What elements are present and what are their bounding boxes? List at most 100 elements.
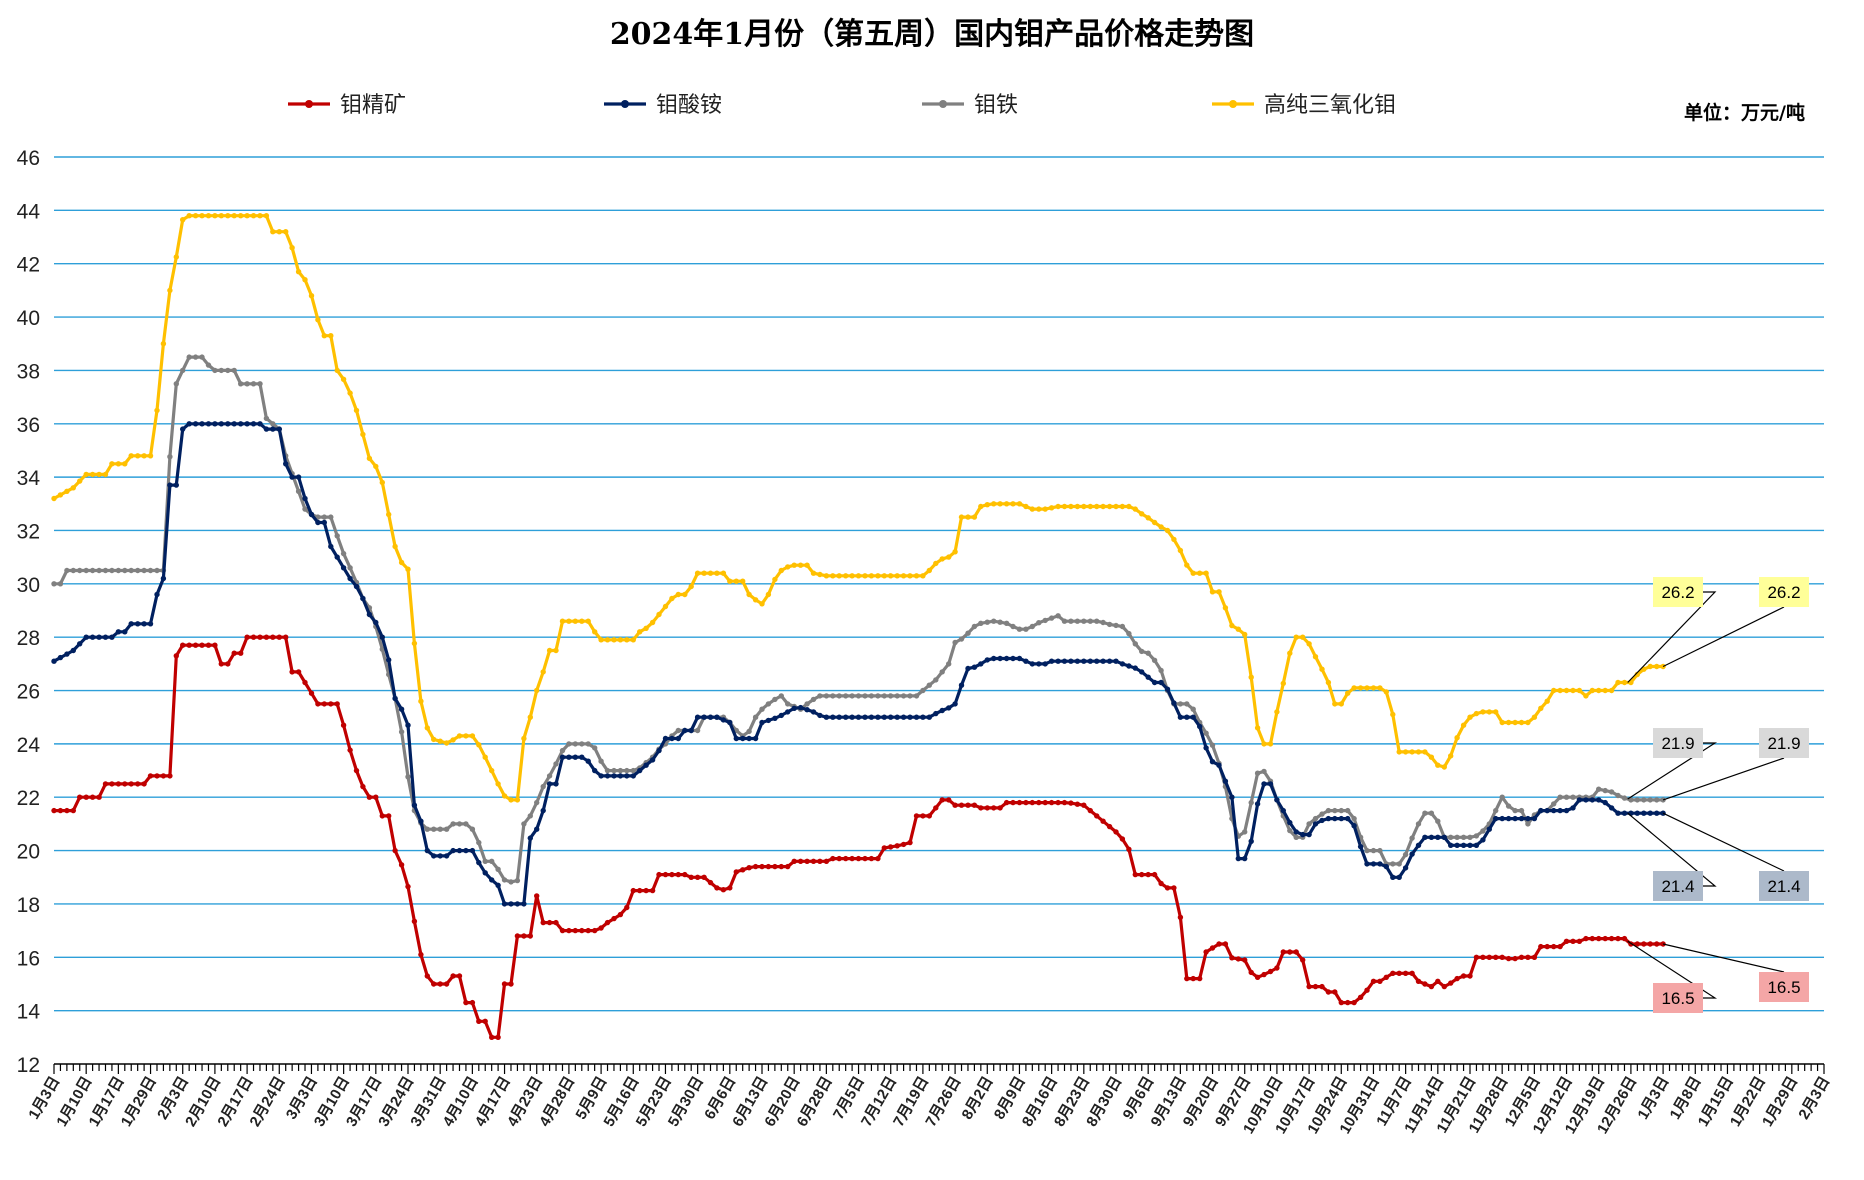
data-point <box>1654 941 1660 947</box>
data-point <box>875 573 881 579</box>
data-point <box>469 826 476 832</box>
data-point <box>122 781 128 787</box>
data-point <box>1647 810 1653 816</box>
data-point <box>1094 618 1100 624</box>
data-point <box>546 919 553 926</box>
data-point <box>398 559 405 566</box>
data-point <box>1158 679 1164 686</box>
data-point <box>830 855 836 862</box>
data-point <box>160 341 167 347</box>
data-point <box>456 973 463 979</box>
callout-label: 21.4 <box>1662 812 1809 901</box>
data-point <box>926 567 932 574</box>
data-point <box>1242 631 1248 638</box>
data-point <box>463 999 469 1006</box>
data-point <box>514 933 521 939</box>
data-point <box>482 1018 488 1024</box>
data-point <box>881 573 887 579</box>
callout-text: 21.4 <box>1767 877 1800 896</box>
data-point <box>302 679 308 686</box>
data-point <box>167 482 173 488</box>
data-point <box>1100 503 1106 510</box>
data-point <box>971 623 978 630</box>
data-point <box>225 421 231 427</box>
data-point <box>733 735 739 742</box>
data-point <box>1087 503 1094 510</box>
data-point <box>611 915 617 922</box>
data-point <box>1222 605 1229 611</box>
data-point <box>1518 954 1525 960</box>
data-point <box>1171 885 1177 891</box>
data-point <box>1345 807 1351 814</box>
data-point <box>1409 851 1415 857</box>
data-point <box>1248 799 1254 806</box>
data-point <box>752 714 759 720</box>
data-point <box>707 714 714 720</box>
data-point <box>315 701 321 707</box>
data-point <box>186 213 192 219</box>
data-point <box>997 501 1003 507</box>
data-point <box>624 637 630 643</box>
legend-marker <box>939 100 947 108</box>
data-point <box>270 426 276 432</box>
data-point <box>1209 589 1216 595</box>
data-point <box>1621 795 1628 801</box>
data-point <box>1377 847 1383 854</box>
data-point <box>1345 690 1351 696</box>
data-point <box>1596 786 1602 792</box>
data-point <box>102 567 109 574</box>
data-point <box>875 693 881 699</box>
data-point <box>868 714 875 720</box>
data-point <box>489 1034 495 1041</box>
data-point <box>746 728 752 735</box>
data-point <box>765 591 772 598</box>
data-point <box>1074 618 1081 624</box>
data-point <box>276 426 282 432</box>
data-point <box>173 254 179 260</box>
data-point <box>392 543 398 550</box>
data-point <box>521 821 527 827</box>
data-point <box>630 767 636 774</box>
data-point <box>1570 938 1576 944</box>
callout-box <box>1653 577 1703 607</box>
data-point <box>308 293 315 299</box>
y-tick-label: 32 <box>17 520 40 543</box>
data-point <box>347 565 353 571</box>
data-point <box>1132 506 1139 512</box>
data-point <box>1197 570 1203 576</box>
data-point <box>1563 938 1570 944</box>
data-point <box>115 781 122 787</box>
data-point <box>772 696 778 703</box>
data-point <box>1016 626 1023 632</box>
data-point <box>141 567 147 574</box>
data-point <box>340 550 347 557</box>
data-point <box>585 758 591 764</box>
data-point <box>154 567 160 574</box>
data-point <box>212 421 218 427</box>
callout-text: 16.5 <box>1661 989 1694 1008</box>
data-point <box>881 714 887 720</box>
data-point <box>1081 802 1087 808</box>
data-point <box>315 317 321 323</box>
data-point <box>1319 811 1325 817</box>
data-point <box>1538 705 1544 711</box>
data-point <box>373 794 379 800</box>
data-point <box>1345 999 1351 1006</box>
data-point <box>250 381 257 387</box>
data-point <box>939 556 945 562</box>
legend-item: 钼铁 <box>922 93 1018 118</box>
data-point <box>1454 842 1460 848</box>
callout-text: 21.4 <box>1661 877 1694 896</box>
data-point <box>1467 834 1473 840</box>
data-point <box>443 853 450 859</box>
data-point <box>160 773 167 779</box>
data-point <box>231 213 237 219</box>
data-point <box>572 618 578 624</box>
data-point <box>1441 834 1448 840</box>
data-point <box>289 474 295 480</box>
data-point <box>1473 954 1480 960</box>
data-point <box>386 657 392 663</box>
data-point <box>592 745 598 751</box>
data-point <box>1557 794 1563 800</box>
data-point <box>1608 789 1615 795</box>
